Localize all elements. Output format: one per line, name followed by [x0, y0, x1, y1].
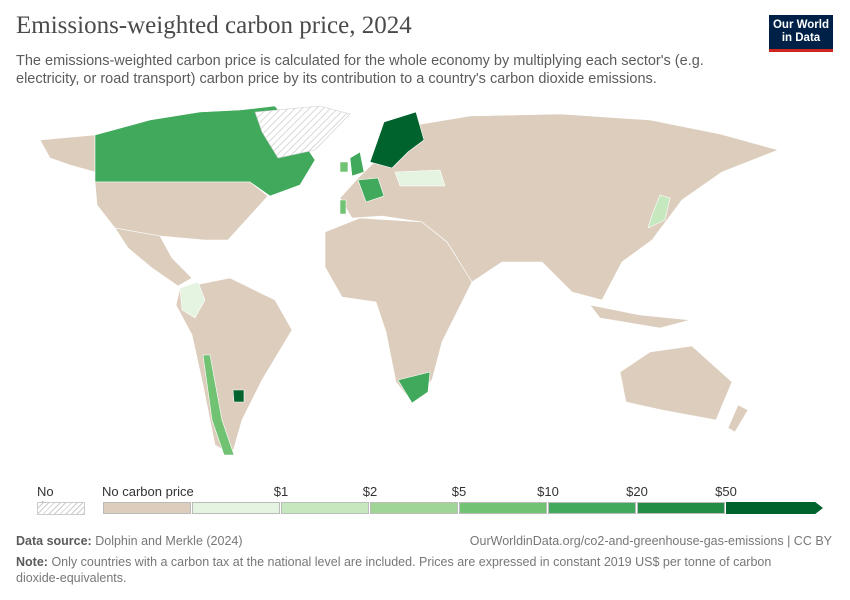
legend-bin: [281, 502, 369, 514]
source-url[interactable]: OurWorldinData.org/co2-and-greenhouse-ga…: [469, 534, 832, 548]
region-indonesia[interactable]: [589, 304, 691, 329]
legend-tick-label: $50: [715, 484, 737, 499]
legend-bin: [637, 502, 725, 514]
note: Note: Only countries with a carbon tax a…: [16, 555, 772, 585]
country-japan[interactable]: [647, 194, 671, 229]
legend-bin: [103, 502, 191, 514]
chart-subtitle: The emissions-weighted carbon price is c…: [16, 53, 704, 87]
country-usa[interactable]: [94, 181, 269, 241]
legend-no-data-swatch: [37, 502, 85, 515]
region-scandinavia[interactable]: [369, 111, 425, 169]
legend-tick-label: $2: [362, 484, 378, 499]
data-source: Data source: Dolphin and Merkle (2024): [16, 534, 243, 548]
world-map: [39, 105, 779, 456]
country-alaska[interactable]: [39, 134, 96, 173]
country-mexico[interactable]: [114, 227, 193, 287]
region-south-america[interactable]: [175, 277, 293, 456]
owid-logo[interactable]: Our World in Data: [769, 15, 833, 52]
legend-bin: [459, 502, 547, 514]
region-central-europe[interactable]: [394, 169, 446, 187]
country-greenland[interactable]: [254, 105, 351, 159]
country-portugal[interactable]: [339, 199, 347, 215]
country-new-zealand[interactable]: [727, 404, 749, 433]
logo-text: Our World in Data: [772, 19, 829, 44]
legend-tick-label: $10: [537, 484, 559, 499]
country-chile[interactable]: [202, 354, 235, 456]
chart-title: Emissions-weighted carbon price, 2024: [16, 12, 412, 39]
region-africa[interactable]: [324, 217, 473, 403]
legend-bin: [548, 502, 636, 514]
legend-bin: [726, 502, 823, 514]
legend-tick-label: $5: [451, 484, 467, 499]
country-ireland[interactable]: [339, 161, 349, 173]
legend-tick-label: $1: [273, 484, 289, 499]
country-australia[interactable]: [619, 345, 733, 421]
legend-bin: [192, 502, 280, 514]
legend-tick-label: $20: [626, 484, 648, 499]
legend-color-bins: [103, 502, 823, 514]
country-uk[interactable]: [349, 151, 365, 177]
country-colombia[interactable]: [179, 281, 206, 319]
legend-bin: [370, 502, 458, 514]
country-france[interactable]: [357, 177, 385, 203]
country-uruguay[interactable]: [232, 389, 245, 403]
legend-no-carbon-price-label: No carbon price: [102, 484, 194, 499]
country-south-africa[interactable]: [397, 371, 431, 404]
